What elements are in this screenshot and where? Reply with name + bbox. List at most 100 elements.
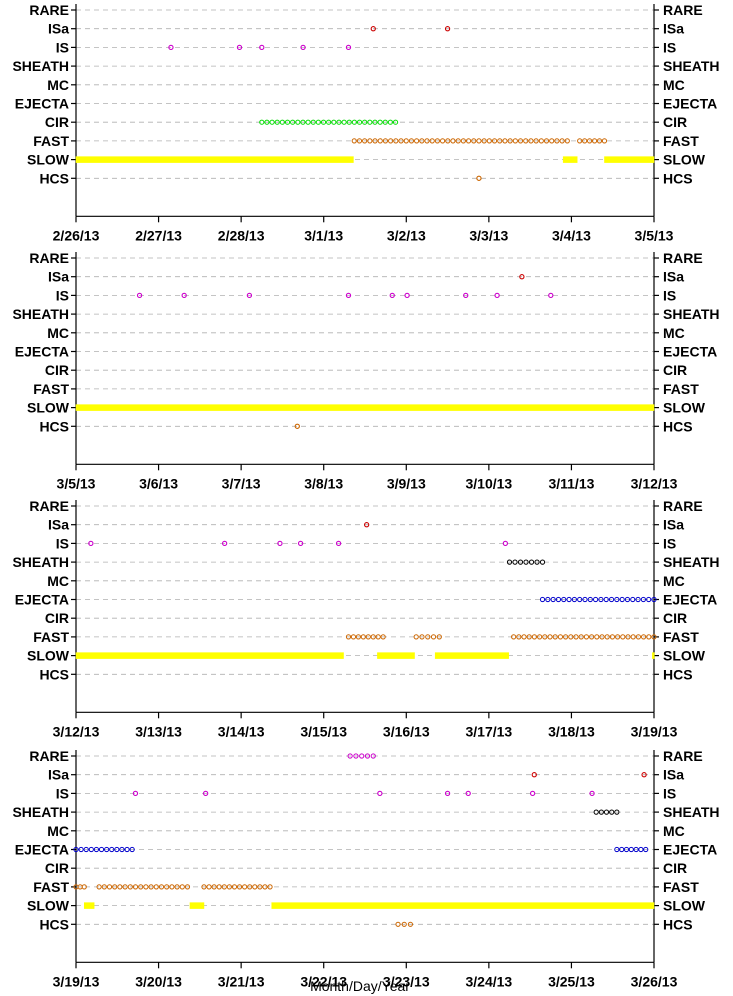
point-is-4 xyxy=(345,292,352,299)
y-label-left-is: IS xyxy=(56,535,69,551)
interval-dot-fast xyxy=(559,138,565,144)
y-label-right-sheath: SHEATH xyxy=(663,58,720,74)
point-is-7 xyxy=(463,292,469,299)
interval-dot-fast xyxy=(216,884,222,890)
interval-dot-fast xyxy=(267,884,273,890)
interval-dot-sheath xyxy=(523,559,529,565)
interval-dot-fast xyxy=(398,138,404,144)
y-label-right-is: IS xyxy=(663,535,676,551)
point-isa-1 xyxy=(519,274,525,280)
y-label-left-fast: FAST xyxy=(33,879,69,895)
interval-dot-fast xyxy=(460,138,466,144)
interval-ejecta-1 xyxy=(539,596,657,603)
y-label-right-cir: CIR xyxy=(663,610,687,626)
point-hcs-1 xyxy=(476,175,482,181)
interval-dot-fast xyxy=(486,138,492,144)
interval-dot-cir xyxy=(284,119,291,125)
interval-dot-fast xyxy=(455,138,461,144)
point-is-2 xyxy=(236,44,243,51)
interval-dot-sheath xyxy=(593,809,599,815)
interval-dot-fast xyxy=(568,634,574,640)
interval-dot-fast xyxy=(367,138,373,144)
interval-dot-fast xyxy=(596,138,603,144)
interval-dot-sheath xyxy=(614,809,620,815)
point-is-6 xyxy=(529,790,536,797)
interval-dot-fast xyxy=(564,138,570,144)
interval-dot-fast xyxy=(450,138,456,144)
interval-dot-sheath xyxy=(512,559,518,565)
y-label-left-ejecta: EJECTA xyxy=(15,842,69,858)
interval-dot-ejecta xyxy=(539,596,546,603)
interval-dot-fast xyxy=(434,138,441,144)
interval-dot-ejecta xyxy=(104,846,110,853)
interval-dot-cir xyxy=(372,119,378,125)
y-label-right-hcs: HCS xyxy=(663,916,693,932)
interval-dot-fast xyxy=(365,634,371,640)
point-is-9 xyxy=(548,292,554,299)
interval-dot-fast xyxy=(413,634,419,640)
y-label-left-sheath: SHEATH xyxy=(12,554,69,570)
interval-dot-fast xyxy=(582,138,588,144)
interval-dot-fast xyxy=(547,634,553,640)
interval-dot-fast xyxy=(360,634,366,640)
interval-dot-cir xyxy=(300,119,306,125)
interval-dot-fast xyxy=(436,634,442,640)
interval-dot-cir xyxy=(326,119,332,125)
interval-dot-fast xyxy=(625,634,631,640)
x-tick-label-7: 3/11/13 xyxy=(548,475,594,491)
interval-dot-ejecta xyxy=(98,846,105,853)
interval-dot-fast xyxy=(106,884,113,890)
x-tick-label-7: 3/18/13 xyxy=(548,723,595,739)
interval-dot-ejecta xyxy=(587,596,593,603)
interval-dot-ejecta xyxy=(635,596,641,603)
interval-dot-ejecta xyxy=(93,846,100,853)
interval-dot-fast xyxy=(523,138,529,144)
interval-dot-sheath xyxy=(528,559,535,565)
point-is-1 xyxy=(88,540,94,547)
interval-dot-ejecta xyxy=(638,846,644,853)
y-label-left-sheath: SHEATH xyxy=(12,58,69,74)
y-label-left-rare: RARE xyxy=(29,250,69,266)
interval-dot-ejecta xyxy=(577,596,583,603)
y-label-right-fast: FAST xyxy=(663,629,699,645)
interval-dot-ejecta xyxy=(88,846,94,853)
y-label-right-isa: ISa xyxy=(663,767,684,783)
interval-dot-hcs xyxy=(407,921,414,927)
y-label-left-hcs: HCS xyxy=(39,170,69,186)
x-axis-title: Month/Day/Year xyxy=(310,978,410,994)
interval-fast-2 xyxy=(577,138,608,144)
y-label-right-hcs: HCS xyxy=(663,170,693,186)
y-label-left-ejecta: EJECTA xyxy=(15,592,69,608)
y-label-right-mc: MC xyxy=(663,823,685,839)
interval-dot-fast xyxy=(257,884,263,890)
interval-dot-cir xyxy=(320,119,327,125)
y-label-left-rare: RARE xyxy=(29,498,69,514)
interval-dot-ejecta xyxy=(582,596,588,603)
interval-dot-fast xyxy=(403,138,409,144)
interval-dot-cir xyxy=(346,119,352,125)
y-label-right-cir: CIR xyxy=(663,860,687,876)
interval-dot-ejecta xyxy=(619,846,625,853)
point-is-5 xyxy=(335,540,342,547)
interval-dot-ejecta xyxy=(640,596,646,603)
y-label-left-is: IS xyxy=(56,785,69,801)
interval-dot-sheath xyxy=(539,559,546,565)
y-label-left-slow: SLOW xyxy=(27,152,70,168)
interval-dot-fast xyxy=(372,138,378,144)
interval-dot-fast xyxy=(132,884,139,890)
interval-dot-hcs xyxy=(395,921,401,927)
interval-dot-ejecta xyxy=(598,596,604,603)
y-label-right-ejecta: EJECTA xyxy=(663,96,717,112)
interval-dot-fast xyxy=(112,884,118,890)
interval-dot-fast xyxy=(594,634,600,640)
point-isa-1 xyxy=(531,772,537,778)
interval-dot-fast xyxy=(586,138,593,144)
interval-dot-ejecta xyxy=(628,846,634,853)
interval-dot-fast xyxy=(542,634,548,640)
interval-dot-fast xyxy=(609,634,616,640)
interval-dot-cir xyxy=(362,119,368,125)
interval-dot-sheath xyxy=(534,559,540,565)
interval-dot-fast xyxy=(578,634,584,640)
interval-dot-ejecta xyxy=(646,596,652,603)
y-label-right-is: IS xyxy=(663,287,676,303)
